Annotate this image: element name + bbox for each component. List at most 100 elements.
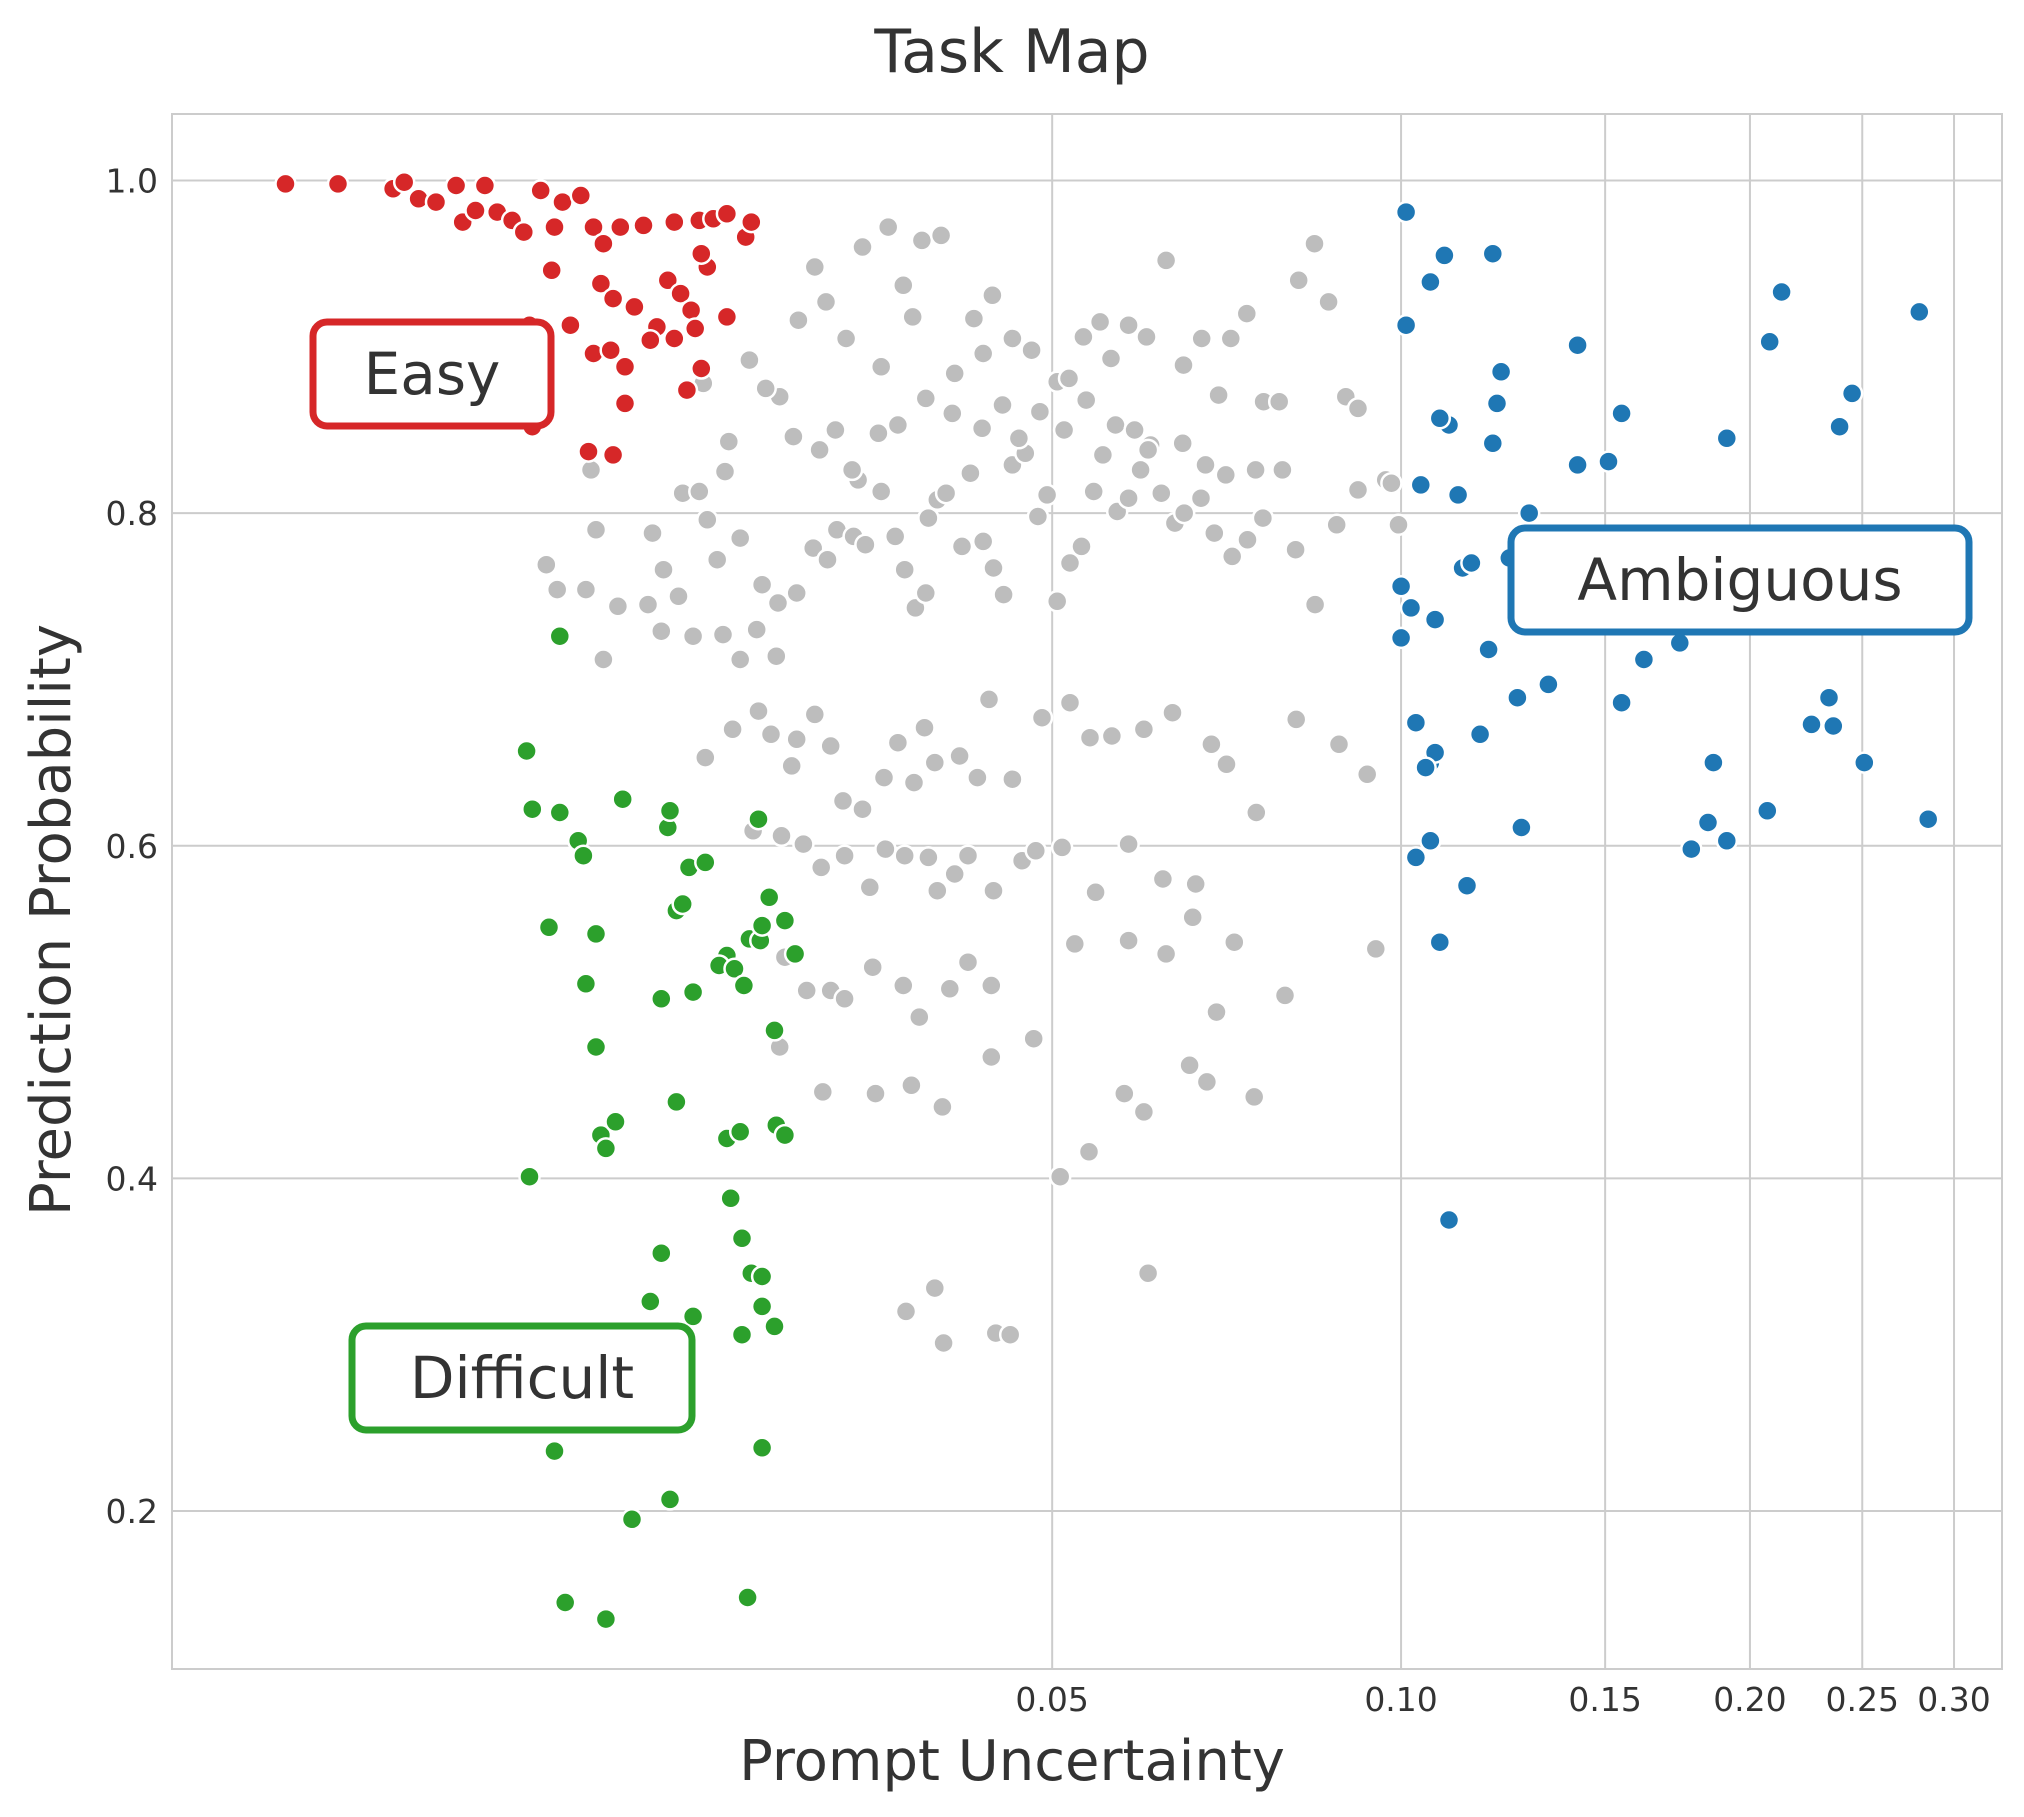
- difficult-point: [773, 909, 797, 932]
- ambiguous-point: [1758, 330, 1781, 354]
- ambiguous-point: [1437, 1208, 1461, 1232]
- easy-point: [740, 210, 763, 234]
- other-point: [750, 573, 774, 596]
- other-point: [1104, 413, 1127, 437]
- other-point: [1364, 937, 1388, 961]
- ambiguous-point: [1668, 631, 1692, 655]
- other-point: [932, 1331, 955, 1355]
- other-point: [943, 362, 966, 385]
- other-point: [811, 1080, 835, 1104]
- ambiguous-point: [1481, 432, 1505, 455]
- difficult-point: [728, 1120, 752, 1144]
- other-point: [1220, 545, 1244, 568]
- other-point: [883, 525, 907, 548]
- difficult-point: [620, 1508, 644, 1531]
- difficult-point: [730, 1227, 754, 1250]
- other-point: [1117, 313, 1140, 337]
- difficult-point: [611, 787, 634, 811]
- x-tick-label: 0.15: [1568, 1680, 1641, 1719]
- other-point: [904, 596, 927, 620]
- ambiguous-point: [1610, 691, 1633, 714]
- easy-point: [582, 215, 605, 239]
- ambiguous-point: [1510, 816, 1533, 839]
- ambiguous-point: [1389, 626, 1413, 650]
- ambiguous-annotation-box: [1507, 524, 1973, 636]
- other-point: [717, 430, 741, 453]
- difficult-point: [783, 942, 807, 966]
- easy-point: [392, 170, 416, 194]
- ambiguous-point: [1715, 427, 1739, 450]
- other-point: [1035, 483, 1059, 507]
- easy-point: [601, 443, 625, 467]
- easy-point: [656, 269, 680, 292]
- other-point: [728, 648, 752, 671]
- difficult-point: [537, 916, 561, 939]
- easy-point: [690, 242, 713, 265]
- other-point: [971, 342, 995, 365]
- easy-annotation-box: [309, 318, 555, 430]
- ambiguous-point: [1828, 415, 1851, 438]
- other-point: [803, 255, 827, 279]
- ambiguous-point: [1399, 596, 1423, 620]
- difficult-point: [750, 914, 774, 937]
- other-point: [861, 955, 884, 979]
- other-point: [1273, 984, 1297, 1007]
- other-point: [981, 284, 1004, 307]
- easy-point: [577, 440, 600, 463]
- difficult-point: [594, 1137, 618, 1160]
- other-point: [759, 723, 783, 746]
- other-point: [1251, 506, 1275, 530]
- difficult-point: [521, 797, 544, 821]
- other-point: [869, 355, 893, 379]
- other-point: [770, 824, 793, 848]
- ambiguous-point: [1853, 751, 1876, 774]
- ambiguous-point: [1485, 392, 1509, 415]
- easy-point: [529, 179, 552, 202]
- other-point: [982, 556, 1005, 580]
- easy-point: [424, 190, 448, 214]
- difficult-point: [750, 1436, 774, 1460]
- other-point: [782, 425, 805, 448]
- other-point: [1135, 325, 1158, 349]
- ambiguous-point: [1506, 686, 1529, 709]
- difficult-annotation-box: [348, 1322, 696, 1434]
- other-point: [1136, 438, 1160, 462]
- other-point: [991, 393, 1014, 417]
- ambiguous-point: [1770, 280, 1793, 304]
- difficult-point: [548, 624, 572, 648]
- ambiguous-point: [1680, 837, 1703, 861]
- other-point: [1007, 427, 1031, 450]
- other-point: [926, 879, 949, 902]
- ambiguous-annotation-label: Ambiguous: [1577, 546, 1902, 614]
- other-point: [1058, 691, 1082, 714]
- difficult-point: [757, 886, 781, 909]
- ambiguous-point: [1477, 638, 1500, 661]
- other-point: [1001, 767, 1024, 791]
- other-point: [1235, 302, 1259, 325]
- easy-point: [623, 295, 646, 319]
- other-point: [1050, 836, 1074, 859]
- ambiguous-point: [1460, 551, 1483, 575]
- other-point: [1215, 753, 1238, 776]
- annotations: Easy Ambiguous Difficult: [309, 318, 1973, 1434]
- other-point: [1303, 593, 1327, 616]
- other-point: [1024, 839, 1048, 863]
- ambiguous-point: [1696, 811, 1720, 834]
- easy-point: [679, 298, 703, 322]
- difficult-point: [750, 1265, 774, 1288]
- other-point: [728, 526, 752, 550]
- other-point: [650, 619, 673, 643]
- other-point: [1020, 338, 1043, 362]
- other-point: [688, 480, 711, 503]
- other-point: [816, 548, 839, 571]
- other-point: [1117, 832, 1140, 856]
- ambiguous-point: [1446, 483, 1470, 507]
- other-point: [1063, 932, 1087, 956]
- easy-point: [512, 220, 536, 244]
- other-point: [982, 879, 1005, 902]
- other-point: [938, 977, 962, 1001]
- difficult-point: [553, 1591, 577, 1614]
- difficult-point: [719, 1187, 742, 1210]
- ambiguous-point: [1916, 807, 1940, 831]
- other-point: [545, 578, 569, 601]
